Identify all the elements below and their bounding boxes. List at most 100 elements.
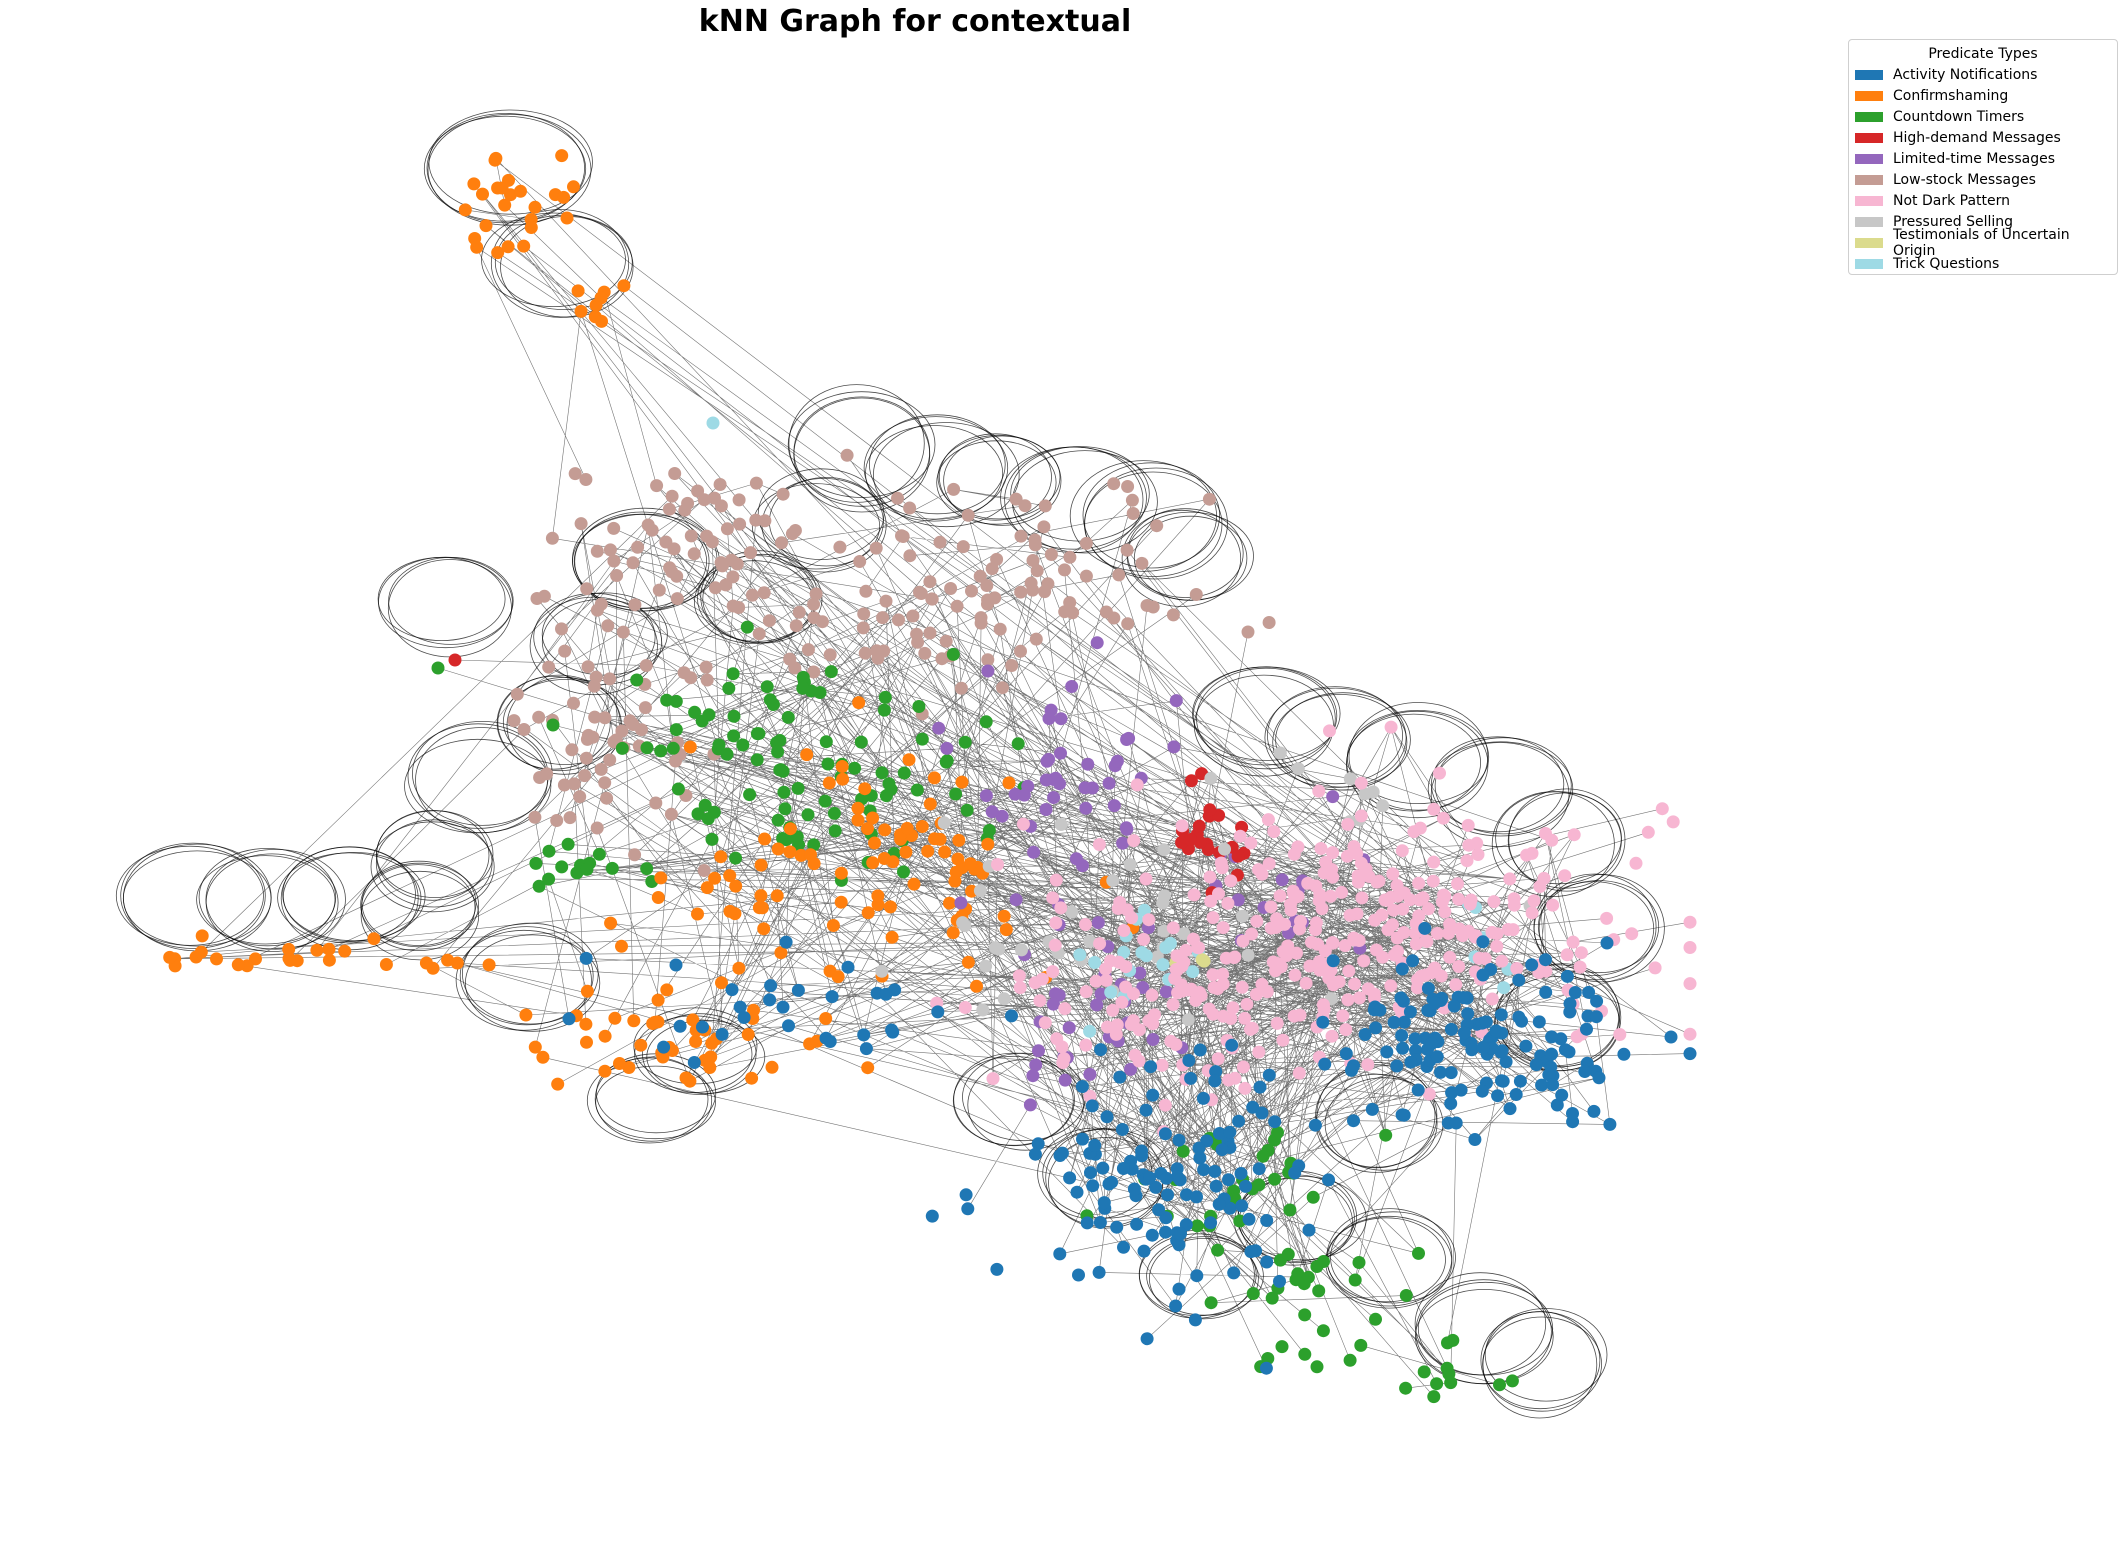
self-loop — [793, 397, 931, 513]
legend-label: Confirmshaming — [1893, 87, 2009, 104]
graph-node-confirm — [580, 984, 594, 998]
graph-node-lowstock — [996, 681, 1009, 695]
graph-node-activity — [1063, 1171, 1077, 1185]
graph-node-limited — [1159, 985, 1173, 999]
self-loop — [751, 483, 881, 570]
self-loop — [1434, 737, 1572, 835]
graph-node-lowstock — [956, 540, 970, 554]
graph-node-confirm — [886, 855, 900, 869]
graph-node-confirm — [700, 881, 714, 895]
graph-node-countdown — [882, 777, 896, 791]
graph-node-lowstock — [876, 611, 890, 625]
self-loop — [459, 926, 594, 1026]
graph-node-activity — [1005, 1009, 1018, 1023]
graph-node-lowstock — [628, 598, 642, 612]
graph-node-notdark — [1292, 1066, 1306, 1080]
graph-node-confirm — [885, 930, 899, 944]
graph-node-confirm — [878, 823, 892, 837]
graph-node-notdark — [1049, 916, 1063, 930]
graph-node-notdark — [1049, 873, 1063, 887]
graph-node-limited — [1167, 740, 1181, 754]
graph-node-notdark — [1510, 962, 1524, 975]
graph-node-confirm — [834, 866, 848, 880]
graph-node-activity — [1408, 1032, 1422, 1046]
graph-node-lowstock — [652, 583, 666, 597]
graph-node-lowstock — [555, 622, 568, 636]
graph-node-notdark — [1115, 995, 1129, 1009]
self-loop — [1415, 1289, 1554, 1385]
graph-node-notdark — [1174, 978, 1188, 992]
self-loop — [377, 557, 506, 642]
graph-node-countdown — [1283, 1203, 1297, 1217]
graph-node-countdown — [791, 781, 805, 795]
graph-node-lowstock — [557, 778, 571, 792]
graph-node-lowstock — [1099, 605, 1113, 619]
graph-node-lowstock — [699, 660, 713, 674]
graph-node-countdown — [979, 715, 993, 729]
legend-swatch — [1855, 237, 1883, 248]
graph-node-lowstock — [567, 777, 581, 791]
self-loop — [1149, 1238, 1259, 1320]
graph-node-activity — [1560, 969, 1574, 983]
graph-node-notdark — [1485, 992, 1499, 1006]
graph-node-countdown — [615, 741, 629, 755]
graph-node-lowstock — [1079, 569, 1093, 583]
graph-node-activity — [1152, 1203, 1166, 1217]
graph-node-countdown — [1211, 1243, 1225, 1257]
graph-node-confirm — [938, 845, 952, 859]
graph-node-activity — [1365, 1102, 1379, 1116]
graph-node-limited — [1146, 1033, 1160, 1046]
graph-node-lowstock — [1150, 519, 1164, 533]
graph-node-activity — [1403, 1005, 1417, 1019]
graph-node-lowstock — [807, 597, 821, 611]
graph-node-lowstock — [833, 540, 847, 554]
graph-node-activity — [1273, 1274, 1286, 1288]
graph-node-confirm — [489, 151, 503, 165]
graph-node-countdown — [1310, 1360, 1324, 1374]
graph-node-activity — [1159, 1225, 1172, 1239]
graph-node-pressured — [1241, 948, 1255, 962]
graph-node-countdown — [819, 735, 833, 749]
graph-node-lowstock — [588, 710, 602, 724]
graph-node-notdark — [1397, 926, 1411, 939]
node-layer — [163, 149, 1697, 1404]
graph-node-notdark — [1507, 898, 1521, 912]
graph-node-countdown — [1265, 1291, 1279, 1305]
graph-node-limited — [1054, 712, 1068, 726]
graph-node-activity — [1085, 1099, 1099, 1113]
graph-node-activity — [1196, 1091, 1210, 1105]
graph-node-countdown — [1176, 1144, 1190, 1158]
graph-node-activity — [1545, 1047, 1558, 1061]
graph-node-countdown — [1275, 1340, 1289, 1354]
graph-node-activity — [1130, 1217, 1144, 1231]
graph-node-countdown — [691, 807, 705, 821]
graph-node-confirm — [794, 848, 808, 862]
graph-node-confirm — [574, 304, 588, 318]
graph-node-notdark — [1464, 893, 1478, 907]
graph-node-activity — [1235, 1199, 1249, 1213]
graph-node-activity — [1322, 1173, 1335, 1187]
graph-node-activity — [1172, 1133, 1186, 1147]
graph-node-confirm — [163, 950, 177, 964]
graph-node-activity — [1479, 1015, 1493, 1029]
graph-node-limited — [1039, 803, 1053, 816]
graph-node-confirm — [519, 1008, 533, 1022]
graph-node-confirm — [689, 1035, 703, 1048]
graph-node-lowstock — [877, 644, 891, 658]
graph-node-notdark — [1166, 921, 1180, 935]
graph-node-activity — [1302, 1223, 1316, 1237]
graph-node-notdark — [1137, 932, 1151, 946]
self-loop — [378, 556, 513, 649]
graph-node-countdown — [958, 735, 972, 749]
graph-node-activity — [1550, 1098, 1564, 1112]
graph-node-countdown — [1343, 1353, 1357, 1367]
graph-node-limited — [1062, 1021, 1076, 1035]
graph-node-lowstock — [733, 517, 747, 531]
graph-node-activity — [841, 960, 855, 974]
graph-node-trick — [706, 416, 720, 430]
legend-label: Testimonials of Uncertain Origin — [1893, 226, 2070, 259]
graph-node-confirm — [757, 922, 771, 936]
graph-node-activity — [959, 1188, 973, 1202]
graph-node-confirm — [470, 240, 484, 254]
